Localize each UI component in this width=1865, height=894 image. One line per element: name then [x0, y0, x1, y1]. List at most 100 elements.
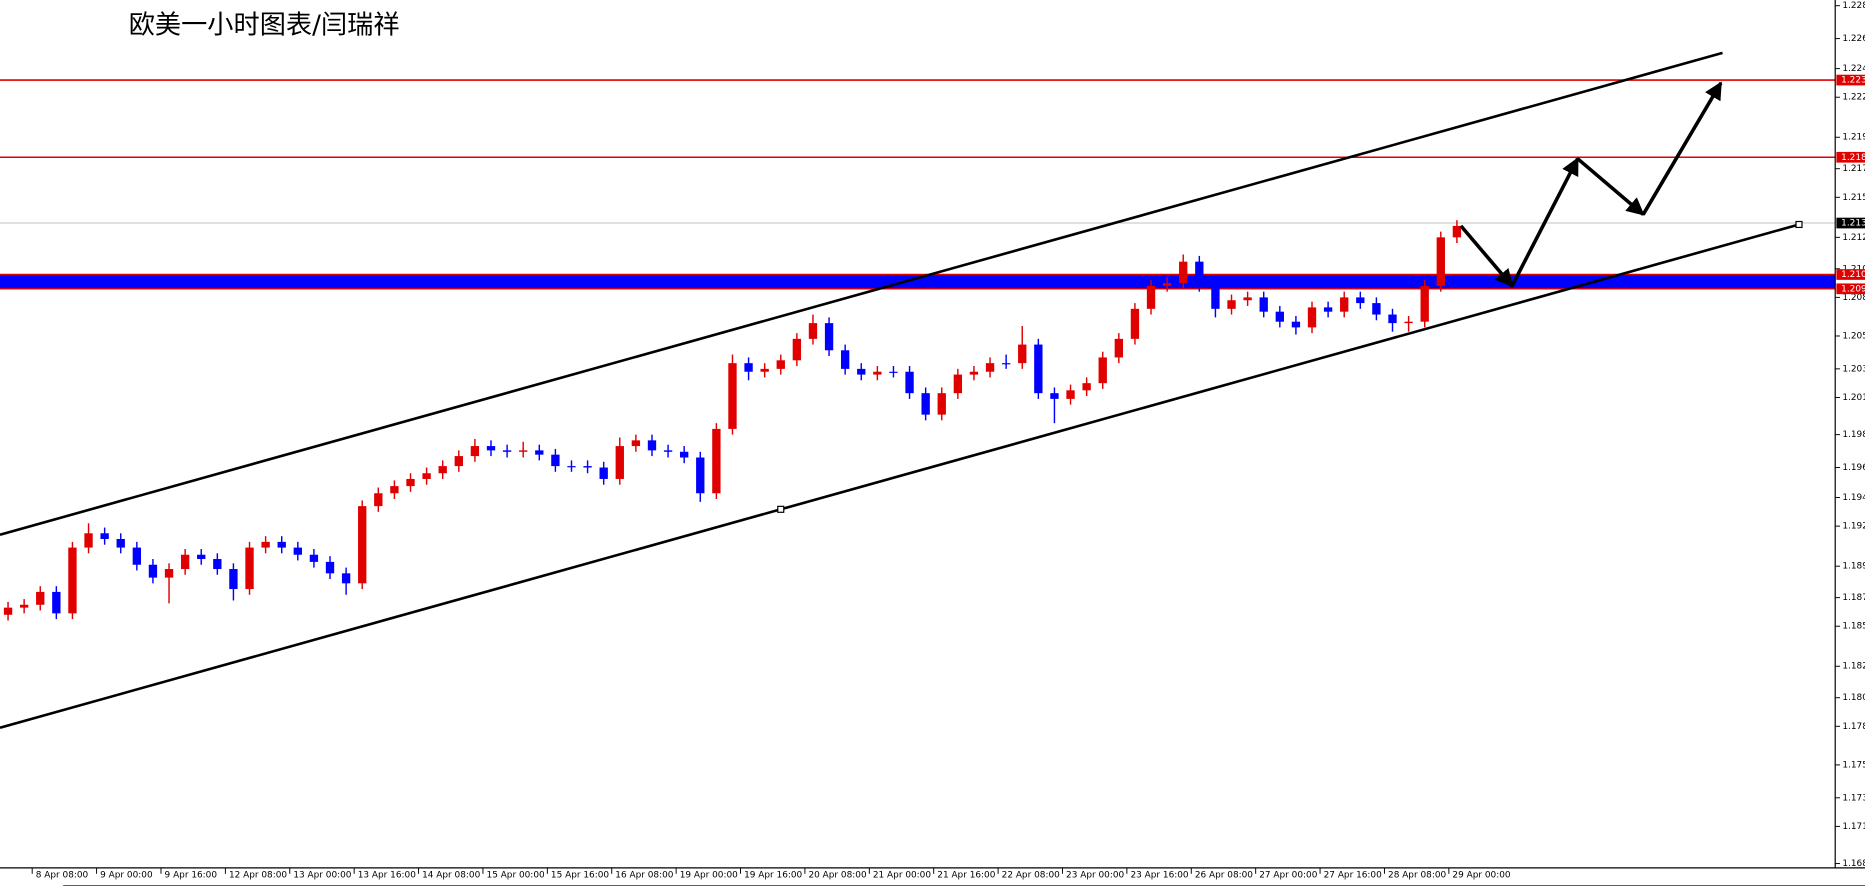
candle-body: [824, 323, 834, 351]
y-tick-label: 1.171: [1842, 822, 1865, 832]
y-tick-label: 1.224: [1842, 64, 1865, 74]
candle-body: [229, 569, 238, 590]
candle-body: [840, 350, 850, 369]
trend-line: [0, 223, 1800, 729]
level-price-label: 1.223: [1841, 76, 1865, 86]
candle-body: [921, 393, 930, 415]
candle-body: [535, 450, 544, 455]
y-tick-label: 1.194: [1842, 493, 1865, 503]
candle-body: [792, 338, 802, 361]
x-tick-label: 8 Apr 08:00: [36, 870, 89, 880]
candle-body: [309, 554, 319, 562]
candle-body: [277, 541, 286, 548]
y-tick-label: 1.205: [1842, 331, 1865, 341]
candle-body: [1001, 363, 1011, 365]
x-tick-label: 15 Apr 00:00: [487, 870, 545, 880]
candle-body: [905, 371, 914, 394]
candle-body: [760, 368, 769, 372]
trend-handle: [1795, 220, 1803, 229]
candle-body: [615, 446, 624, 479]
candle-body: [1034, 344, 1043, 394]
candle-body: [1420, 285, 1429, 322]
forecast-arrow: [1641, 81, 1723, 216]
candle-body: [583, 466, 592, 468]
candle-body: [19, 604, 29, 608]
candle-body: [519, 450, 528, 452]
candle-body: [1307, 307, 1317, 328]
y-tick-label: 1.173: [1842, 793, 1865, 803]
candle-body: [680, 451, 689, 458]
level-price-box: [1836, 217, 1865, 229]
candle-body: [406, 478, 415, 487]
y-tick-label: 1.203: [1842, 364, 1865, 374]
candle-body: [293, 547, 302, 555]
candle-body: [261, 541, 270, 548]
candle-body: [1404, 321, 1413, 324]
candle-body: [1018, 344, 1027, 364]
candle-body: [1179, 261, 1188, 284]
candle-body: [438, 466, 447, 474]
y-tick-label: 1.187: [1842, 593, 1865, 603]
candle-body: [341, 573, 351, 584]
candle-body: [1259, 297, 1268, 312]
x-tick-label: 27 Apr 16:00: [1324, 870, 1382, 880]
candle-body: [647, 440, 657, 451]
candle-body: [631, 440, 641, 447]
candle-body: [1195, 261, 1204, 286]
candle-body: [776, 360, 785, 369]
candle-body: [985, 363, 995, 372]
candle-body: [1227, 300, 1236, 309]
support-band: [0, 274, 1836, 289]
y-tick-label: 1.228: [1842, 1, 1865, 11]
candle-body: [1372, 303, 1381, 315]
x-tick-label: 13 Apr 16:00: [358, 870, 416, 880]
candle-body: [245, 547, 254, 590]
candle-body: [68, 547, 77, 614]
y-tick-label: 1.201: [1842, 393, 1865, 403]
x-tick-label: 23 Apr 00:00: [1066, 870, 1124, 880]
candle-body: [1146, 285, 1156, 309]
candle-body: [486, 446, 496, 451]
candle-body: [808, 323, 818, 339]
x-tick-label: 13 Apr 00:00: [293, 870, 351, 880]
candle-body: [454, 456, 463, 467]
candle-body: [1098, 357, 1107, 384]
y-tick-label: 1.222: [1842, 93, 1865, 103]
candle-body: [1114, 338, 1124, 358]
candle-body: [470, 446, 480, 457]
y-tick-label: 1.168: [1842, 859, 1865, 869]
candle-body: [1323, 307, 1333, 312]
candle-body: [502, 450, 512, 452]
candle-body: [728, 363, 737, 429]
candle-body: [390, 486, 399, 494]
x-tick-label: 21 Apr 16:00: [937, 870, 995, 880]
x-tick-label: 26 Apr 08:00: [1195, 870, 1253, 880]
candle-body: [100, 533, 109, 540]
x-tick-label: 22 Apr 08:00: [1002, 870, 1060, 880]
candle-body: [180, 554, 190, 570]
candle-body: [1082, 383, 1091, 391]
band-price-box: [1836, 283, 1865, 295]
y-tick-label: 1.219: [1842, 133, 1865, 143]
y-tick-label: 1.189: [1842, 562, 1865, 572]
y-tick-label: 1.182: [1842, 662, 1865, 672]
band-price-box: [1836, 269, 1865, 280]
candle-body: [663, 450, 673, 452]
y-tick-label: 1.208: [1842, 293, 1865, 303]
y-tick-label: 1.212: [1842, 233, 1865, 243]
x-tick-label: 12 Apr 08:00: [229, 870, 287, 880]
candle-body: [213, 559, 222, 570]
candle-body: [3, 607, 13, 615]
candle-body: [1162, 283, 1172, 286]
candle-body: [969, 371, 979, 375]
y-tick-label: 1.217: [1842, 164, 1865, 174]
x-tick-label: 23 Apr 16:00: [1130, 870, 1188, 880]
y-tick-label: 1.178: [1842, 722, 1865, 732]
candle-body: [1452, 225, 1462, 238]
candle-body: [1050, 393, 1059, 399]
candle-body: [1340, 297, 1349, 312]
y-tick-label: 1.175: [1842, 760, 1865, 770]
candle-body: [84, 533, 93, 548]
forecast-arrow: [1576, 157, 1645, 216]
candle-body: [132, 547, 142, 565]
